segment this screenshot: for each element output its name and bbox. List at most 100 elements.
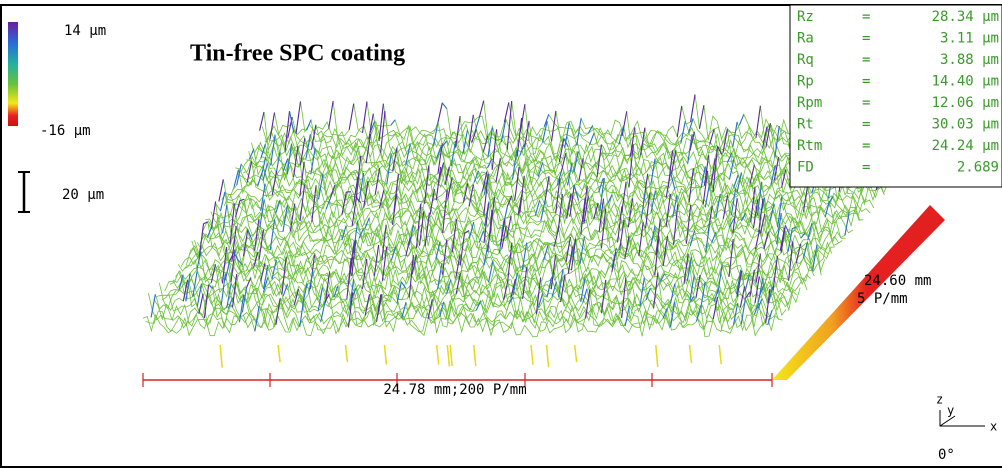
surface-peak xyxy=(206,226,213,238)
surface-peak xyxy=(230,249,236,283)
surface-peak xyxy=(712,146,719,193)
surface-peak xyxy=(705,222,711,253)
surface-peak xyxy=(580,197,586,235)
surface-peak xyxy=(715,193,721,218)
color-max-label: 14 μm xyxy=(64,23,106,39)
surface-peak xyxy=(392,147,398,171)
surface-peak xyxy=(569,185,575,217)
surface-peak xyxy=(754,229,761,250)
surface-peak xyxy=(260,144,266,159)
surface-peak xyxy=(670,150,677,174)
surface-peak xyxy=(617,206,623,243)
surface-valley xyxy=(688,344,693,364)
surface-peak xyxy=(400,281,406,289)
surface-peak xyxy=(317,287,323,312)
surface-peak xyxy=(218,179,224,202)
surface-valley xyxy=(655,344,659,368)
surface-peak xyxy=(239,198,245,202)
surface-peak xyxy=(275,200,281,214)
surface-peak xyxy=(262,277,269,293)
surface-peak xyxy=(702,170,709,205)
param-value: 3.88 μm xyxy=(940,52,999,68)
surface-peak xyxy=(258,229,264,260)
surface-peak xyxy=(491,129,498,170)
surface-peak xyxy=(506,195,513,207)
surface-peak xyxy=(713,287,720,302)
surface-peak xyxy=(516,117,523,157)
surface-peak xyxy=(390,246,397,261)
surface-peak xyxy=(703,155,710,186)
surface-peak xyxy=(807,222,813,241)
surface-peak xyxy=(777,196,783,228)
surface-peak xyxy=(650,225,656,247)
triad-z: z xyxy=(936,393,943,407)
surface-peak xyxy=(690,94,696,123)
param-sign: = xyxy=(862,117,870,133)
surface-peak xyxy=(662,308,668,319)
surface-peak xyxy=(688,118,694,133)
surface-peak xyxy=(730,188,737,216)
surface-peak xyxy=(365,134,372,163)
surface-peak xyxy=(341,191,347,215)
surface-peak xyxy=(295,101,302,134)
surface-peak xyxy=(246,161,253,183)
surface-peak xyxy=(196,251,202,270)
surface-peak xyxy=(455,272,461,294)
surface-valley xyxy=(718,344,723,365)
y-axis-label: 24.60 mm xyxy=(864,273,931,289)
surface-peak xyxy=(435,146,442,159)
surface-peak xyxy=(537,162,544,177)
scale-bar-label: 20 μm xyxy=(62,187,104,203)
surface-peak xyxy=(478,230,485,243)
surface-peak xyxy=(351,197,357,227)
surface-valley xyxy=(446,344,451,367)
surface-peak xyxy=(519,104,526,132)
surface-peak xyxy=(242,229,249,257)
surface-peak xyxy=(352,176,359,205)
surface-peak xyxy=(231,273,238,308)
surface-valley xyxy=(383,344,388,365)
surface-peak xyxy=(512,272,518,296)
surface-peak xyxy=(639,127,646,156)
surface-peak xyxy=(198,293,204,314)
x-axis-ticks xyxy=(142,373,773,387)
surface-peak xyxy=(455,254,461,279)
surface-peak xyxy=(286,143,293,175)
surface-peak xyxy=(659,273,665,282)
surface-peak xyxy=(593,203,599,219)
surface-peak xyxy=(424,165,430,204)
surface-peak xyxy=(665,193,671,227)
surface-peak xyxy=(749,269,755,297)
surface-peak xyxy=(487,127,493,157)
surface-peak xyxy=(704,183,711,208)
parameter-table: Rz = 28.34 μm Ra = 3.11 μm Rq = 3.88 μm Rp = 14.40 … xyxy=(797,9,999,176)
surface-peak xyxy=(270,134,276,166)
surface-peak xyxy=(500,119,507,142)
surface-peak xyxy=(433,121,439,147)
surface-peak xyxy=(732,121,738,147)
surface-peak xyxy=(220,273,226,306)
surface-peak xyxy=(333,285,339,298)
param-name: Rz xyxy=(797,9,814,25)
surface-peak xyxy=(192,271,198,298)
surface-peak xyxy=(238,294,245,322)
surface-peak xyxy=(284,111,291,152)
surface-peak xyxy=(346,257,352,300)
param-value: 14.40 μm xyxy=(932,74,999,90)
surface-peak xyxy=(566,193,572,219)
surface-peak xyxy=(698,105,705,129)
surface-peak xyxy=(739,286,746,308)
surface-peak xyxy=(378,103,384,142)
surface-peak xyxy=(471,129,477,143)
surface-peak xyxy=(685,204,692,244)
surface-peak xyxy=(447,176,453,200)
surface-peak xyxy=(506,100,513,150)
surface-peak xyxy=(503,280,509,301)
surface-peak xyxy=(363,180,369,208)
surface-peak xyxy=(556,171,562,186)
surface-peak xyxy=(241,287,248,313)
surface-peak xyxy=(611,251,617,273)
surface-peak xyxy=(543,245,549,261)
surface-peak xyxy=(437,263,443,290)
